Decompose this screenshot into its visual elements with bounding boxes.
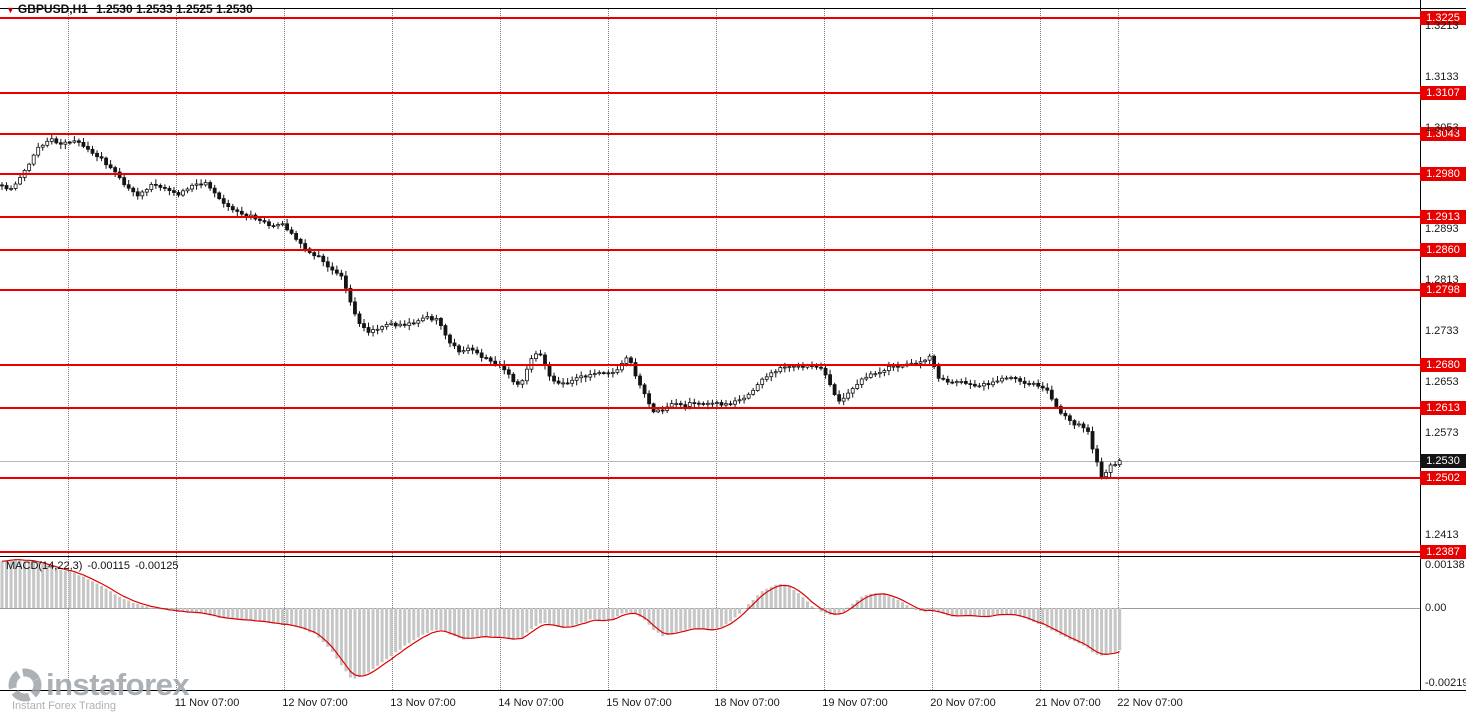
grid-line	[284, 8, 285, 690]
macd-main-value: -0.00115	[87, 560, 131, 572]
time-axis-label: 11 Nov 07:00	[174, 697, 240, 709]
grid-line	[824, 8, 825, 690]
instaforex-watermark: instaforex Instant Forex Trading	[8, 667, 190, 712]
grid-line	[1118, 8, 1119, 690]
watermark-brand: instaforex	[46, 667, 190, 702]
grid-line	[176, 8, 177, 690]
macd-indicator-label: MACD(14,22,3) -0.00115 -0.00125	[6, 560, 183, 572]
macd-zero-line	[0, 608, 1420, 609]
time-axis-label: 22 Nov 07:00	[1117, 697, 1183, 709]
time-axis-label: 20 Nov 07:00	[930, 697, 996, 709]
time-axis-label: 19 Nov 07:00	[822, 697, 888, 709]
time-axis-label: 15 Nov 07:00	[606, 697, 672, 709]
grid-line	[716, 8, 717, 690]
grid-line	[392, 8, 393, 690]
grid-line	[608, 8, 609, 690]
chart-title: ▼ GBPUSD,H1 1.2530 1.2533 1.2525 1.2530	[6, 2, 253, 16]
ohlc-values: 1.2530 1.2533 1.2525 1.2530	[95, 2, 253, 16]
time-axis-label: 21 Nov 07:00	[1035, 697, 1101, 709]
macd-name: MACD(14,22,3)	[6, 560, 83, 572]
grid-line	[1040, 8, 1041, 690]
macd-signal-value: -0.00125	[135, 560, 179, 572]
instaforex-logo-icon	[8, 668, 42, 702]
grid-line	[932, 8, 933, 690]
grid-line	[500, 8, 501, 690]
time-axis-label: 13 Nov 07:00	[390, 697, 456, 709]
time-axis[interactable]: 11 Nov 07:00 12 Nov 07:00 13 Nov 07:00 14 N…	[0, 690, 1466, 719]
grid-line	[68, 8, 69, 690]
time-axis-label: 14 Nov 07:00	[498, 697, 564, 709]
symbol-icon: ▼	[6, 5, 15, 15]
time-axis-label: 12 Nov 07:00	[282, 697, 348, 709]
current-price-line	[0, 461, 1420, 462]
time-axis-label: 18 Nov 07:00	[714, 697, 780, 709]
symbol-timeframe-label: GBPUSD,H1	[17, 2, 88, 16]
watermark-tagline: Instant Forex Trading	[12, 700, 116, 712]
